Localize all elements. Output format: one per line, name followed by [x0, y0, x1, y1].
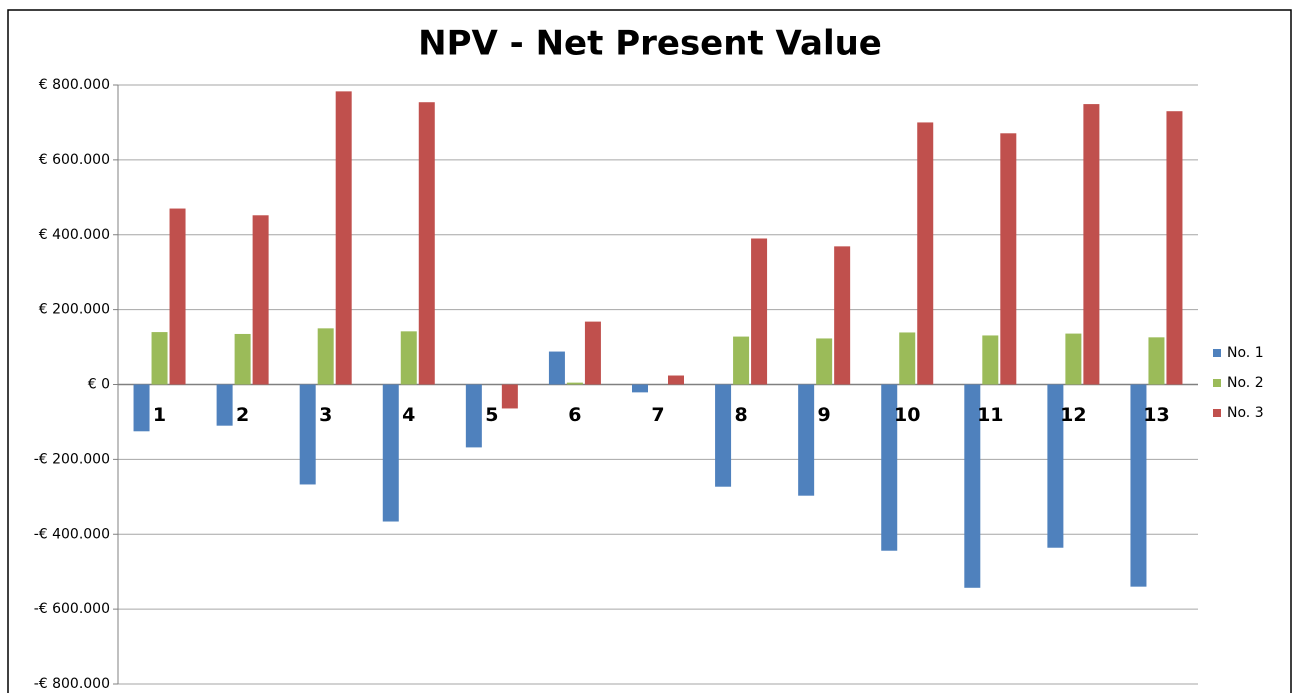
bar [1130, 384, 1147, 587]
y-tick-label: -€ 800.000 [34, 676, 110, 692]
bar [317, 328, 334, 385]
x-tick-label: 12 [1060, 404, 1086, 426]
bar [668, 375, 684, 385]
bar [1166, 111, 1183, 385]
legend-label: No. 1 [1227, 345, 1264, 361]
x-tick-label: 1 [153, 404, 166, 426]
bar [465, 384, 482, 448]
bar [733, 336, 750, 385]
bar [964, 384, 981, 588]
bar [400, 331, 417, 385]
y-tick-label: € 800.000 [39, 77, 110, 93]
legend-label: No. 2 [1227, 375, 1264, 391]
legend-swatch [1213, 409, 1221, 417]
bar [1047, 384, 1064, 548]
bar [751, 238, 768, 385]
y-tick-label: € 400.000 [39, 227, 110, 243]
bar [982, 335, 999, 385]
bar [382, 384, 399, 522]
bar [899, 332, 916, 385]
y-tick-label: € 200.000 [39, 302, 110, 318]
bar [1083, 104, 1100, 385]
bar [917, 122, 934, 385]
x-tick-label: 7 [651, 404, 664, 426]
legend-swatch [1213, 349, 1221, 357]
legend-label: No. 3 [1227, 405, 1264, 421]
bar [1000, 133, 1017, 385]
x-tick-label: 2 [236, 404, 249, 426]
bar [418, 102, 435, 385]
bar [632, 384, 648, 393]
chart-title: NPV - Net Present Value [418, 24, 882, 64]
bar [299, 384, 316, 485]
bar [881, 384, 898, 551]
bar [715, 384, 732, 487]
y-tick-label: € 600.000 [39, 152, 110, 168]
x-tick-label: 13 [1143, 404, 1169, 426]
bar [798, 384, 815, 496]
x-tick-label: 4 [402, 404, 415, 426]
x-tick-label: 8 [734, 404, 747, 426]
bar [816, 338, 833, 385]
bar [252, 215, 269, 385]
y-tick-label: € 0 [88, 377, 110, 393]
legend-swatch [1213, 379, 1221, 387]
x-tick-label: 11 [977, 404, 1003, 426]
y-tick-label: -€ 400.000 [34, 526, 110, 542]
bar [234, 333, 251, 385]
bar [548, 351, 565, 385]
x-tick-label: 3 [319, 404, 332, 426]
bar [501, 384, 518, 409]
x-tick-label: 10 [894, 404, 920, 426]
bar [216, 384, 233, 426]
x-tick-label: 9 [818, 404, 831, 426]
bar [151, 332, 168, 385]
bar [133, 384, 150, 432]
x-tick-label: 5 [485, 404, 498, 426]
x-tick-label: 6 [568, 404, 581, 426]
y-tick-label: -€ 600.000 [34, 601, 110, 617]
bar [335, 91, 352, 385]
bar [1148, 337, 1165, 385]
bar [169, 208, 186, 385]
bar [566, 382, 583, 385]
y-tick-label: -€ 200.000 [34, 451, 110, 467]
bar [1065, 333, 1082, 385]
bar [834, 246, 851, 385]
bar [584, 321, 601, 385]
